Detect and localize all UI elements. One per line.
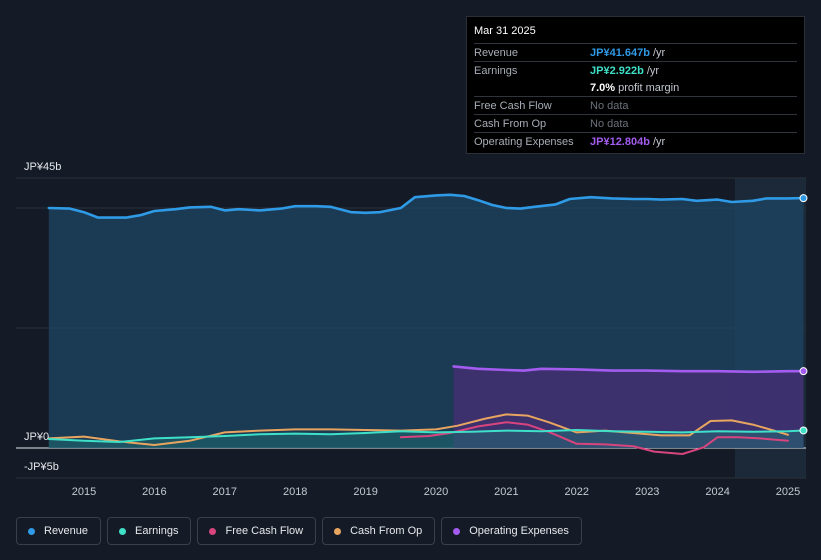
y-tick-label-top: JP¥45b — [24, 161, 61, 173]
x-tick-label: 2023 — [635, 486, 659, 498]
x-tick-label: 2016 — [142, 486, 166, 498]
tooltip-row-free-cash-flow: Free Cash Flow No data — [474, 96, 797, 114]
tooltip-label: Earnings — [474, 64, 518, 77]
x-tick-label: 2018 — [283, 486, 307, 498]
legend-dot-icon — [28, 527, 35, 535]
legend-dot-icon — [209, 527, 217, 535]
series-lines — [47, 193, 805, 455]
legend-dot-icon — [453, 527, 461, 535]
legend-item-free-cash-flow[interactable]: Free Cash Flow — [197, 517, 317, 545]
legend-dot-icon — [334, 527, 342, 535]
tooltip-panel: Mar 31 2025 Revenue JP¥41.647b /yr Earni… — [466, 16, 805, 154]
revenue-line — [47, 193, 805, 219]
tooltip-unit: profit margin — [618, 81, 680, 94]
earnings-line — [47, 429, 805, 443]
tooltip-value: JP¥12.804b — [590, 135, 650, 148]
tooltip-row-operating-expenses: Operating Expenses JP¥12.804b /yr — [474, 132, 797, 150]
tooltip-row-revenue: Revenue JP¥41.647b /yr — [474, 43, 797, 61]
legend-item-cash-from-op[interactable]: Cash From Op — [322, 517, 436, 545]
tooltip-unit: /yr — [652, 135, 666, 148]
legend-item-revenue[interactable]: Revenue — [16, 517, 102, 545]
legend-label: Revenue — [44, 525, 89, 537]
operating-expenses-end-marker — [799, 367, 808, 376]
tooltip-value: JP¥41.647b — [590, 46, 650, 59]
tooltip-unit: /yr — [652, 46, 666, 59]
legend: Revenue Earnings Free Cash Flow Cash Fro… — [16, 517, 582, 545]
tooltip-value: No data — [590, 117, 629, 130]
legend-item-earnings[interactable]: Earnings — [107, 517, 192, 545]
x-tick-label: 2020 — [424, 486, 448, 498]
legend-label: Free Cash Flow — [225, 525, 304, 537]
tooltip-unit: /yr — [646, 64, 660, 77]
operating-expenses-line — [452, 365, 805, 374]
x-tick-label: 2021 — [494, 486, 518, 498]
legend-dot-icon — [119, 527, 127, 535]
tooltip-row-profit-margin: 7.0% profit margin — [474, 79, 797, 96]
cash-from-op-line — [47, 413, 789, 446]
x-tick-label: 2022 — [565, 486, 589, 498]
tooltip-label: Free Cash Flow — [474, 99, 552, 112]
tooltip-label: Operating Expenses — [474, 135, 574, 148]
legend-label: Operating Expenses — [469, 525, 569, 537]
tooltip-label: Cash From Op — [474, 117, 547, 130]
tooltip-value: JP¥2.922b — [590, 64, 644, 77]
series-end-markers — [799, 194, 808, 435]
tooltip-row-earnings: Earnings JP¥2.922b /yr — [474, 61, 797, 79]
x-tick-label: 2025 — [776, 486, 800, 498]
earnings-area — [48, 430, 804, 448]
x-tick-label: 2015 — [72, 486, 96, 498]
y-tick-label-bottom: -JP¥5b — [24, 461, 59, 473]
tooltip-value: 7.0% — [590, 81, 616, 94]
free-cash-flow-line — [399, 421, 789, 455]
x-tick-label: 2024 — [705, 486, 729, 498]
x-tick-label: 2019 — [353, 486, 377, 498]
legend-label: Cash From Op — [350, 525, 423, 537]
series-areas — [48, 194, 804, 448]
earnings-end-marker — [799, 426, 808, 435]
tooltip-label: Revenue — [474, 46, 519, 59]
legend-label: Earnings — [135, 525, 179, 537]
x-axis-ticks: 2015 2016 2017 2018 2019 2020 2021 2022 2023 2024… — [72, 486, 800, 498]
tooltip-row-cash-from-op: Cash From Op No data — [474, 114, 797, 132]
revenue-end-marker — [799, 194, 808, 203]
x-tick-label: 2017 — [213, 486, 237, 498]
legend-item-operating-expenses[interactable]: Operating Expenses — [441, 517, 582, 545]
operating-expenses-area — [453, 366, 804, 448]
tooltip-value: No data — [590, 99, 629, 112]
tooltip-date: Mar 31 2025 — [474, 25, 536, 37]
y-tick-label-zero: JP¥0 — [24, 431, 49, 443]
